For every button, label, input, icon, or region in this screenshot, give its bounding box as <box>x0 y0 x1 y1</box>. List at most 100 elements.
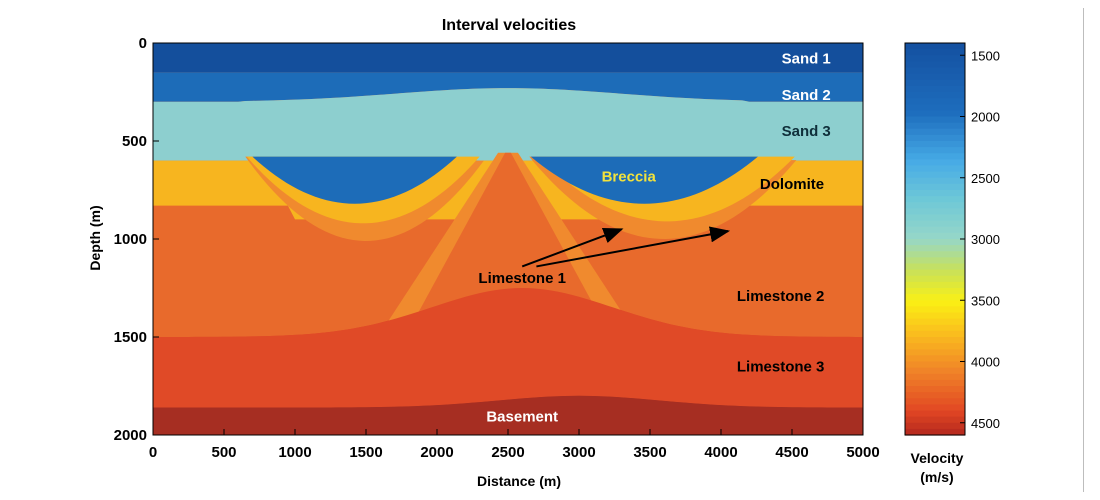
layer-sand-3 <box>153 88 863 161</box>
colorbar-segment <box>905 312 965 320</box>
colorbar-tick-label: 2500 <box>971 171 1000 186</box>
y-tick-label: 500 <box>122 133 147 150</box>
colorbar-segment <box>905 171 965 179</box>
colorbar-segment <box>905 214 965 222</box>
colorbar-segment <box>905 110 965 118</box>
colorbar-tick-label: 4500 <box>971 416 1000 431</box>
colorbar-segment <box>905 324 965 332</box>
colorbar-segment <box>905 128 965 136</box>
annotation-arrow-1 <box>521 228 624 268</box>
x-tick-label: 500 <box>211 444 236 461</box>
x-axis-label: Distance (m) <box>477 473 561 489</box>
y-tick-label: 1500 <box>114 329 147 346</box>
x-tick-label: 4500 <box>775 444 808 461</box>
page-divider-line <box>1083 8 1084 492</box>
annotation-arrow-2 <box>536 226 731 268</box>
colorbar-tick-label: 1500 <box>971 48 1000 63</box>
layer-label-sand-1: Sand 1 <box>782 51 831 68</box>
colorbar-segment <box>905 379 965 387</box>
colorbar-segment <box>905 398 965 405</box>
colorbar-segment <box>905 269 965 277</box>
colorbar-segment <box>905 355 965 363</box>
colorbar-segment <box>905 104 965 111</box>
colorbar-tick-label: 3500 <box>971 293 1000 308</box>
colorbar-segment <box>905 183 965 191</box>
colorbar-segment <box>905 43 965 50</box>
colorbar-segment <box>905 177 965 185</box>
colorbar-segment <box>905 373 965 381</box>
annotations: Sand 1 Sand 2 Sand 3 Breccia Dolomite Limesto… <box>478 51 830 426</box>
colorbar-segment <box>905 330 965 338</box>
layer-sand-2 <box>153 72 863 102</box>
x-tick-label: 5000 <box>846 444 879 461</box>
colorbar-segment <box>905 300 965 307</box>
colorbar-segment <box>905 232 965 240</box>
y-tick-label: 1000 <box>114 231 147 248</box>
colorbar-segment <box>905 208 965 216</box>
colorbar-segment <box>905 416 965 424</box>
colorbar-segment <box>905 67 965 75</box>
x-tick-label: 3500 <box>633 444 666 461</box>
colorbar-label-line2: (m/s) <box>920 469 953 485</box>
colorbar-segment <box>905 367 965 375</box>
y-tick-label: 0 <box>139 35 147 52</box>
colorbar-segment <box>905 122 965 130</box>
colorbar-segment <box>905 85 965 93</box>
layer-label-limestone-3: Limestone 3 <box>737 358 825 375</box>
colorbar-segment <box>905 98 965 105</box>
layer-label-dolomite: Dolomite <box>760 176 824 193</box>
colorbar-segment <box>905 251 965 258</box>
colorbar-segment <box>905 386 965 393</box>
layer-label-sand-3: Sand 3 <box>782 123 831 140</box>
layer-label-limestone-1: Limestone 1 <box>478 270 566 287</box>
colorbar-tick-label: 2000 <box>971 110 1000 125</box>
colorbar: 1500 2000 2500 3000 3500 4000 4500 <box>904 42 1000 436</box>
colorbar-segment <box>905 245 965 252</box>
colorbar-segment <box>905 141 965 148</box>
colorbar-tick-label: 4000 <box>971 355 1000 370</box>
y-tick-label: 2000 <box>114 427 147 444</box>
chart-title: Interval velocities <box>442 17 576 34</box>
x-tick-label: 1000 <box>278 444 311 461</box>
colorbar-segment <box>905 196 965 203</box>
colorbar-segment <box>905 281 965 289</box>
colorbar-segment <box>905 343 965 350</box>
colorbar-segment <box>905 92 965 99</box>
colorbar-segment <box>905 410 965 418</box>
colorbar-segment <box>905 55 965 62</box>
colorbar-tick-label: 3000 <box>971 232 1000 247</box>
colorbar-segment <box>905 153 965 160</box>
colorbar-segment <box>905 190 965 197</box>
colorbar-segment <box>905 288 965 295</box>
colorbar-segment <box>905 79 965 87</box>
layer-basement-top <box>153 395 863 435</box>
plot-area <box>153 43 863 435</box>
colorbar-segment <box>905 226 965 234</box>
colorbar-segment <box>905 392 965 399</box>
layer-label-limestone-2: Limestone 2 <box>737 288 825 305</box>
x-tick-label: 0 <box>149 444 157 461</box>
colorbar-segment <box>905 337 965 344</box>
layer-limestone-3-top <box>153 288 863 408</box>
colorbar-segment <box>905 361 965 369</box>
colorbar-segment <box>905 116 965 124</box>
colorbar-segment <box>905 422 965 430</box>
colorbar-segment <box>905 428 965 436</box>
colorbar-segment <box>905 404 965 412</box>
x-tick-label: 1500 <box>349 444 382 461</box>
x-tick-label: 2000 <box>420 444 453 461</box>
limestone-2-spire <box>405 152 611 337</box>
colorbar-segment <box>905 159 965 167</box>
colorbar-segment <box>905 49 965 56</box>
breccia-left <box>252 156 457 204</box>
x-tick-label: 4000 <box>704 444 737 461</box>
colorbar-segment <box>905 220 965 228</box>
colorbar-segment <box>905 239 965 246</box>
layer-label-sand-2: Sand 2 <box>782 87 831 104</box>
colorbar-segment <box>905 294 965 301</box>
colorbar-segment <box>905 263 965 271</box>
colorbar-segment <box>905 61 965 69</box>
colorbar-segment <box>905 275 965 283</box>
colorbar-segment <box>905 349 965 356</box>
